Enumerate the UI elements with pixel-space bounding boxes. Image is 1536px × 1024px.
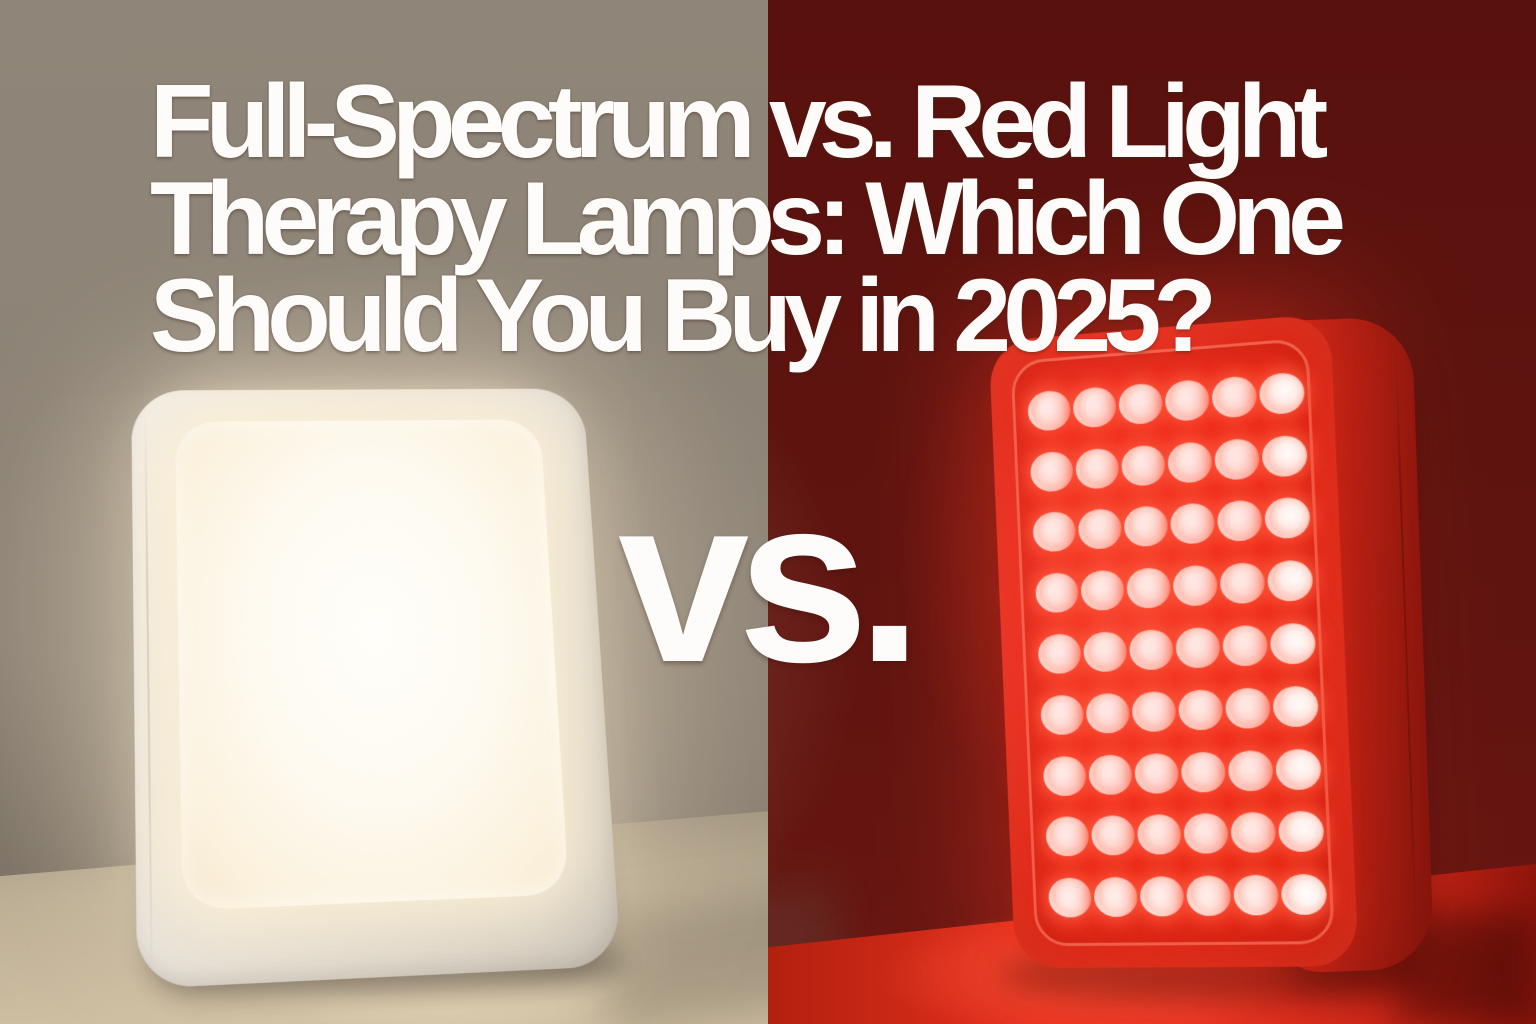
led-bulb (1029, 450, 1074, 493)
vs-divider-label: vs. (618, 448, 922, 712)
led-bulb (1031, 511, 1077, 554)
led-bulb (1222, 624, 1269, 667)
led-bulb (1272, 685, 1320, 728)
led-bulb (1093, 876, 1138, 918)
title-line-3: Should You Buy in 2025? (150, 258, 1217, 374)
led-bulb (1042, 755, 1087, 796)
led-bulb (1047, 877, 1092, 918)
led-bulb (1118, 382, 1164, 426)
led-bulb (1270, 622, 1317, 665)
led-bulb (1087, 753, 1133, 795)
led-bulb (1180, 750, 1227, 793)
led-bulb (1128, 628, 1174, 671)
full-spectrum-lamp (131, 388, 622, 989)
led-bulb (1044, 816, 1090, 857)
led-bulb (1139, 876, 1185, 917)
led-bulb (1131, 690, 1177, 733)
led-bulb (1085, 692, 1130, 734)
led-bulb (1211, 375, 1258, 419)
led-bulb (1037, 633, 1082, 675)
panel-front-face (988, 313, 1359, 969)
led-bulb (1259, 371, 1306, 416)
led-bulb (1267, 559, 1314, 603)
title-line-1: Full-Spectrum vs. Red Light (150, 64, 1328, 180)
led-grid (1025, 360, 1330, 928)
led-bulb (1261, 434, 1309, 478)
led-bulb (1219, 562, 1266, 605)
led-bulb (1126, 567, 1172, 610)
led-bulb (1034, 572, 1079, 614)
led-bulb (1214, 437, 1261, 481)
led-bulb (1225, 686, 1272, 729)
led-bulb (1167, 440, 1213, 484)
led-bulb (1216, 499, 1264, 543)
led-bulb (1074, 447, 1120, 490)
led-bulb (1123, 505, 1169, 548)
led-bulb (1077, 508, 1122, 551)
led-bulb (1172, 564, 1219, 607)
led-bulb (1082, 630, 1128, 673)
red-light-therapy-panel (975, 305, 1445, 995)
led-bulb (1039, 694, 1084, 736)
led-bulb (1169, 502, 1216, 546)
led-bulb (1230, 812, 1277, 854)
led-bulb (1278, 810, 1326, 853)
led-bulb (1026, 389, 1071, 432)
led-bulb (1183, 813, 1230, 855)
led-bulb (1080, 569, 1125, 612)
led-bulb (1275, 747, 1323, 790)
led-bulb (1264, 496, 1312, 540)
led-bulb (1227, 749, 1275, 792)
led-bulb (1120, 443, 1166, 487)
led-bulb (1280, 873, 1328, 916)
lamp-light-panel (175, 419, 570, 911)
led-bulb (1090, 815, 1136, 856)
led-bulb (1136, 814, 1182, 856)
page-title: Full-Spectrum vs. Red Light Therapy Lamp… (150, 64, 1346, 374)
title-line-2: Therapy Lamps: Which One (150, 161, 1346, 277)
led-bulb (1185, 875, 1232, 917)
led-bulb (1072, 385, 1117, 429)
led-bulb (1175, 626, 1221, 669)
led-bulb (1164, 378, 1211, 422)
led-bulb (1133, 752, 1180, 794)
led-bulb (1177, 688, 1224, 731)
led-bulb (1233, 874, 1280, 916)
